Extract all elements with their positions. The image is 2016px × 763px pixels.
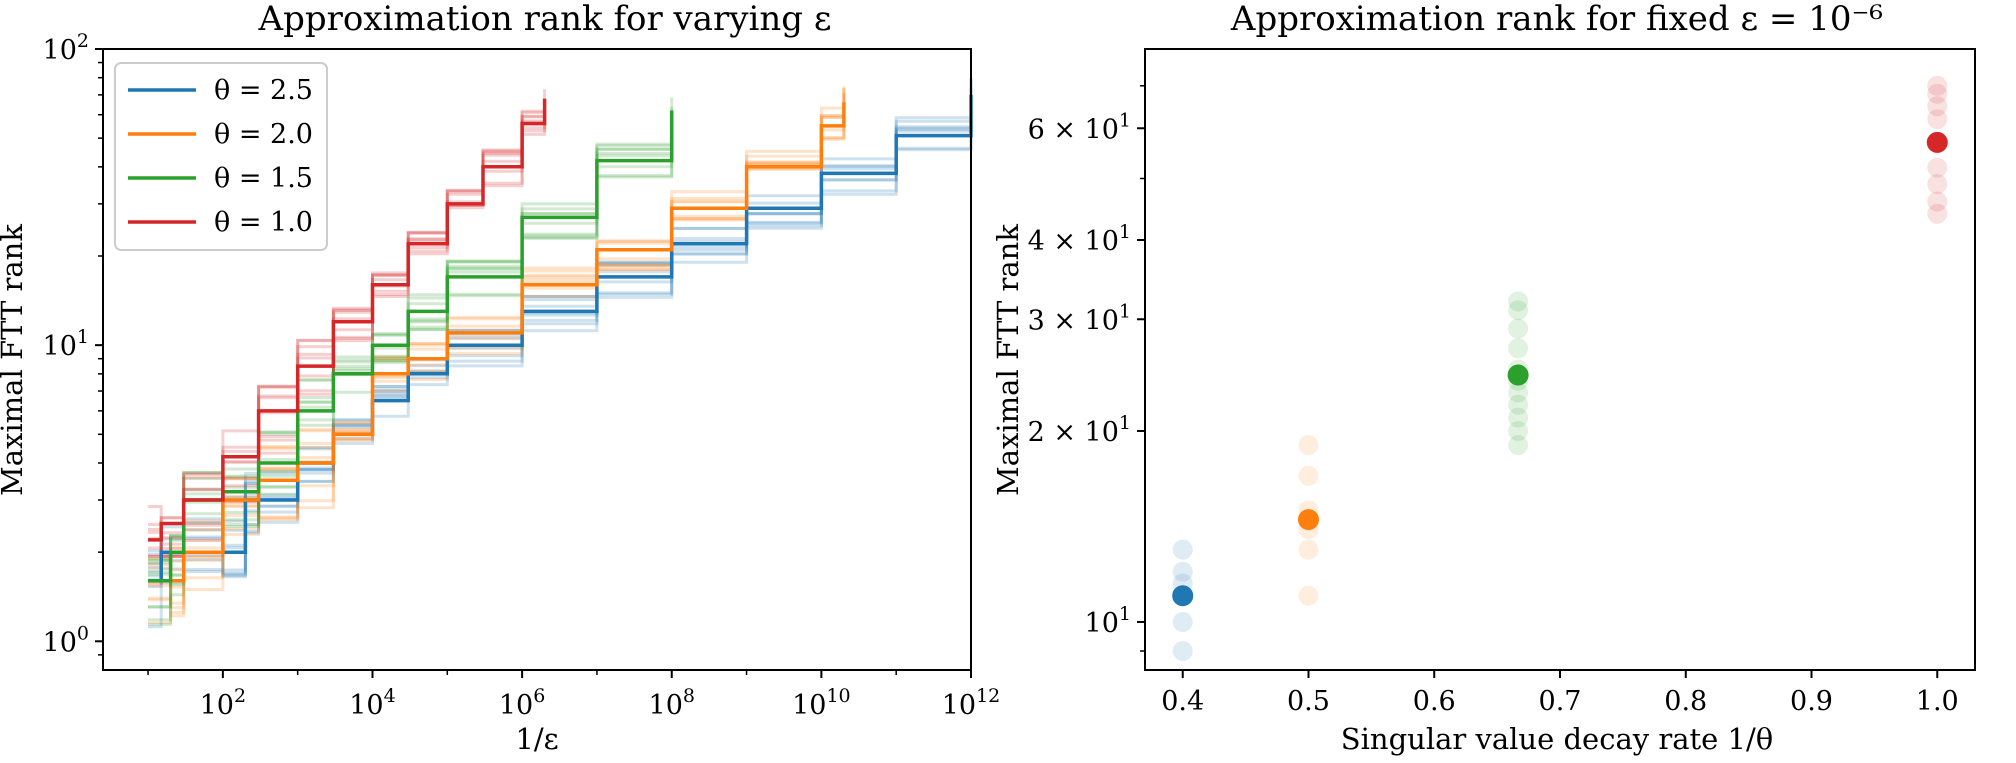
series-line-3 [148,98,547,542]
x-tick-label: 0.9 [1790,686,1833,717]
left-x-axis-label: 1/ε [515,722,558,756]
run-point-0-4 [1172,561,1193,582]
y-tick-label: 102 [43,30,89,66]
run-point-2-2 [1508,407,1529,428]
mean-point-1 [1297,509,1319,531]
run-point-3-1 [1927,191,1948,212]
run-point-3-2 [1927,174,1948,195]
y-tick-label: 2 × 101 [1028,412,1131,448]
x-tick-label: 102 [200,685,246,721]
run-point-2-8 [1508,318,1529,339]
series-line-0 [148,94,973,583]
x-tick-label: 104 [349,685,395,721]
y-tick-label: 4 × 101 [1028,221,1131,257]
run-point-3-8 [1927,75,1948,96]
y-tick-label: 101 [1085,603,1131,639]
right-subplot: Approximation rank for fixed ε = 10⁻⁶ 0.… [991,0,1976,756]
run-point-2-7 [1508,338,1529,359]
legend: θ = 2.5 θ = 2.0 θ = 1.5 θ = 1.0 [114,62,328,251]
run-point-3-7 [1927,83,1948,104]
right-series-group [1172,75,1948,661]
run-point-0-0 [1172,640,1193,661]
y-tick-label: 6 × 101 [1028,109,1131,145]
left-y-axis-label: Maximal FTT rank [0,224,29,496]
y-tick-label: 101 [43,326,89,362]
right-x-ticks: 0.4 0.5 0.6 0.7 0.8 0.9 1.0 [1161,670,1959,717]
run-point-2-3 [1508,394,1529,415]
x-tick-label: 1012 [942,685,1001,721]
x-tick-label: 108 [649,685,695,721]
run-point-3-5 [1927,109,1948,130]
left-x-ticks: 102 104 106 108 1010 1012 [147,670,1001,721]
run-trace-3-2 [148,107,547,558]
legend-label: θ = 1.0 [214,207,313,238]
x-tick-label: 0.6 [1413,686,1456,717]
y-tick-label: 3 × 101 [1028,300,1131,336]
run-trace-0-6 [148,78,973,576]
run-point-2-0 [1508,435,1529,456]
run-point-3-0 [1927,203,1948,224]
legend-box [114,62,328,251]
run-point-3-3 [1927,157,1948,178]
run-point-1-5 [1298,435,1319,456]
right-y-ticks: 101 2 × 101 3 × 101 4 × 101 6 × 101 [1028,85,1145,652]
x-tick-label: 0.4 [1161,686,1204,717]
mean-point-2 [1507,364,1529,386]
x-tick-label: 0.8 [1664,686,1707,717]
run-point-0-5 [1172,539,1193,560]
run-point-1-0 [1298,585,1319,606]
mean-point-3 [1926,131,1948,153]
run-point-3-6 [1927,96,1948,117]
run-point-1-1 [1298,539,1319,560]
right-chart-title: Approximation rank for fixed ε = 10⁻⁶ [1230,0,1883,39]
run-point-2-1 [1508,420,1529,441]
x-tick-label: 1.0 [1916,686,1959,717]
left-chart-title: Approximation rank for varying ε [258,0,832,39]
legend-label: θ = 1.5 [214,163,313,194]
x-tick-label: 1010 [792,685,851,721]
right-x-axis-label: Singular value decay rate 1/θ [1341,722,1773,756]
left-series-group [148,78,973,629]
run-point-0-1 [1172,611,1193,632]
legend-label: θ = 2.5 [214,75,313,106]
run-point-2-10 [1508,291,1529,312]
right-y-axis-label: Maximal FTT rank [991,224,1025,496]
mean-point-0 [1172,585,1194,607]
x-tick-label: 0.5 [1287,686,1330,717]
left-y-ticks: 100 101 102 [43,30,103,658]
right-plot-frame [1144,48,1976,671]
legend-label: θ = 2.0 [214,119,313,150]
series-line-1 [148,102,846,583]
left-plot-frame [102,48,972,671]
x-tick-label: 0.7 [1539,686,1582,717]
run-point-2-9 [1508,300,1529,321]
run-trace-3-1 [148,100,547,550]
run-point-1-4 [1298,465,1319,486]
y-tick-label: 100 [43,622,89,658]
x-tick-label: 106 [499,685,545,721]
run-point-2-4 [1508,382,1529,403]
left-subplot: Approximation rank for varying ε 102 104 1… [0,0,1000,756]
